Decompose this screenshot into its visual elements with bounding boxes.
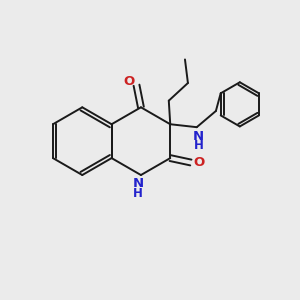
Text: H: H — [133, 187, 143, 200]
Text: H: H — [194, 139, 203, 152]
Text: N: N — [193, 130, 204, 142]
Text: O: O — [124, 75, 135, 88]
Text: N: N — [132, 177, 143, 190]
Text: O: O — [194, 156, 205, 169]
